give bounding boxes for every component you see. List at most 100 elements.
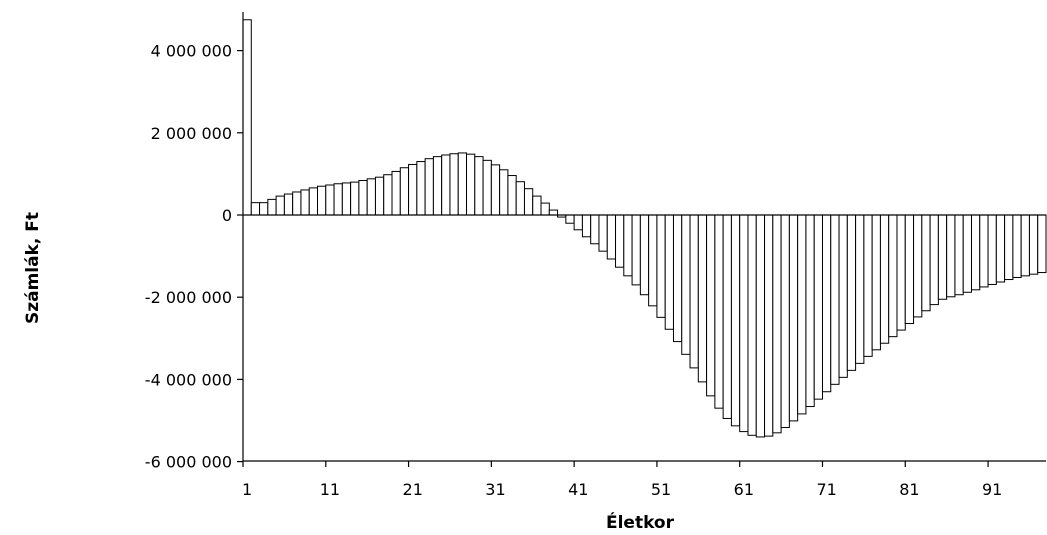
bar-age-63: [755, 214, 766, 438]
bar-age-27: [457, 152, 468, 216]
bar-age-35: [523, 188, 534, 216]
bar-age-57: [706, 214, 716, 397]
bar-age-40: [565, 214, 575, 224]
bar-age-73: [838, 214, 848, 378]
x-ticks-group: 1 11 21 31 41 51 61 71 81 91: [242, 461, 1002, 499]
bar-age-79: [888, 214, 898, 338]
bar-age-6: [283, 193, 294, 216]
bar-age-11: [325, 184, 335, 216]
bar-age-72: [830, 214, 840, 385]
bar-age-62: [747, 214, 757, 436]
bar-age-59: [722, 214, 732, 419]
bar-age-64: [764, 214, 774, 437]
bar-age-9: [308, 187, 319, 216]
x-tick-label: 41: [568, 480, 588, 499]
bar-age-55: [689, 214, 699, 369]
bar-age-92: [995, 214, 1006, 283]
bar-age-82: [913, 214, 923, 318]
bar-age-91: [987, 214, 997, 285]
bar-age-49: [639, 214, 650, 296]
bar-age-37: [540, 202, 550, 216]
bar-age-24: [432, 156, 443, 216]
bar-age-17: [374, 176, 385, 216]
bar-age-38: [548, 209, 559, 216]
bar-age-36: [532, 195, 542, 216]
y-tick-label: 2 000 000: [151, 124, 232, 143]
bar-age-46: [615, 214, 625, 268]
bar-age-45: [606, 214, 617, 260]
x-tick-label: 51: [651, 480, 671, 499]
bar-age-20: [399, 167, 410, 216]
bar-age-61: [739, 214, 749, 433]
bars-group: [242, 19, 1047, 438]
bar-age-56: [697, 214, 708, 383]
bar-age-83: [921, 214, 931, 312]
bar-age-28: [466, 153, 476, 216]
bar-age-65: [772, 214, 782, 434]
bar-age-54: [681, 214, 691, 355]
bar-age-12: [333, 183, 343, 216]
bar-age-74: [846, 214, 857, 371]
bar-age-89: [970, 214, 981, 291]
x-axis-title: Életkor: [606, 511, 675, 533]
bar-age-32: [499, 169, 509, 216]
bar-age-87: [954, 214, 964, 296]
bar-age-19: [391, 170, 401, 216]
bar-age-69: [805, 214, 815, 408]
x-tick-label: 71: [816, 480, 836, 499]
bar-age-88: [962, 214, 972, 293]
bar-age-48: [631, 214, 641, 286]
bar-age-93: [1004, 214, 1014, 281]
bar-age-52: [664, 214, 674, 330]
bar-age-78: [879, 214, 890, 344]
bar-age-1: [242, 19, 252, 216]
bar-age-7: [292, 191, 302, 216]
bar-age-84: [929, 214, 939, 306]
bar-age-30: [482, 159, 492, 216]
bar-age-67: [788, 214, 799, 422]
bar-age-51: [656, 214, 666, 318]
x-tick-label: 11: [320, 480, 340, 499]
bar-age-21: [408, 163, 418, 216]
bar-age-33: [507, 175, 517, 216]
bar-age-2: [250, 202, 261, 216]
bar-age-53: [672, 214, 683, 343]
bar-age-26: [449, 153, 459, 216]
x-tick-label: 81: [899, 480, 919, 499]
bar-age-81: [904, 214, 915, 324]
bar-age-50: [648, 214, 658, 307]
x-tick-label: 91: [982, 480, 1002, 499]
bar-age-25: [441, 154, 451, 216]
bar-age-95: [1020, 214, 1030, 277]
bar-age-47: [623, 214, 633, 277]
x-tick-label: 21: [403, 480, 423, 499]
bar-age-10: [317, 185, 327, 216]
bar-age-15: [358, 179, 368, 216]
bar-age-41: [573, 214, 583, 231]
bar-age-8: [300, 189, 310, 216]
bar-age-71: [821, 214, 832, 393]
y-axis-title: Számlák, Ft: [23, 212, 43, 324]
bar-age-16: [366, 178, 376, 216]
bar-age-68: [797, 214, 807, 415]
x-tick-label: 61: [734, 480, 754, 499]
bar-age-14: [350, 181, 360, 216]
bar-age-22: [416, 161, 426, 216]
bar-age-75: [855, 214, 865, 364]
y-ticks-group: 4 000 000 2 000 000 0 -2 000 000 -4 000 000 -…: [145, 42, 243, 472]
bar-age-60: [730, 214, 741, 427]
bar-age-4: [267, 198, 277, 216]
bar-age-80: [896, 214, 906, 331]
y-tick-label: -4 000 000: [145, 370, 232, 389]
bar-age-66: [780, 214, 790, 428]
bar-age-90: [979, 214, 989, 288]
bar-age-77: [871, 214, 881, 351]
bar-age-86: [946, 214, 956, 298]
bar-age-18: [383, 174, 393, 216]
y-tick-label: 0: [222, 206, 232, 225]
bar-age-3: [259, 202, 269, 216]
x-tick-label: 1: [242, 480, 252, 499]
bar-age-31: [490, 164, 501, 216]
y-tick-label: 4 000 000: [151, 42, 232, 61]
